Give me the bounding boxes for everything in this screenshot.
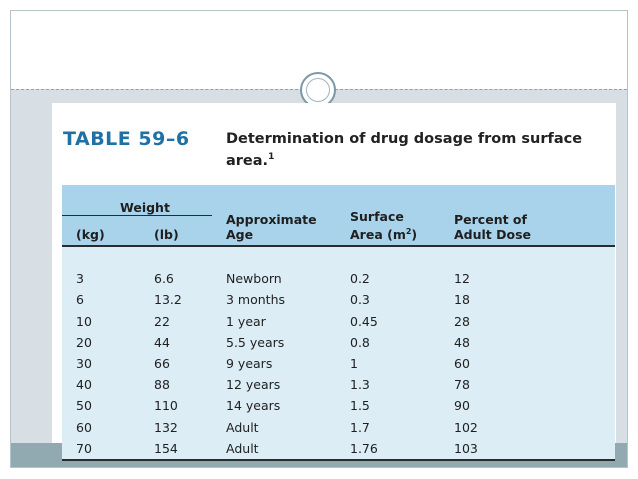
cell-area: 0.8 [336,331,440,353]
table-row: 50 110 14 years 1.5 90 [62,395,615,417]
cell-kg: 30 [62,352,140,375]
cell-age: Newborn [212,268,336,290]
cell-kg: 6 [62,289,140,311]
table-row: 30 66 9 years 1 60 [62,352,615,375]
cell-age: Adult [212,437,336,461]
table-row: 40 88 12 years 1.3 78 [62,374,615,396]
table-title: Determination of drug dosage from surfac… [226,130,606,170]
cell-area: 1.76 [336,437,440,461]
slide: TABLE 59–6 Determination of drug dosage … [10,10,628,468]
divider-circle-ornament [300,72,336,108]
cell-percent: 90 [440,395,615,417]
cell-lb: 13.2 [140,289,212,311]
table-row: 10 22 1 year 0.45 28 [62,310,615,332]
cell-percent: 78 [440,374,615,396]
table-number: TABLE 59–6 [63,128,190,150]
cell-area: 0.45 [336,310,440,332]
cell-kg: 3 [62,268,140,290]
cell-lb: 66 [140,352,212,375]
title-footnote-mark: 1 [268,152,275,162]
cell-kg: 60 [62,416,140,438]
cell-age: 1 year [212,310,336,332]
cell-area: 1.7 [336,416,440,438]
cell-age: 3 months [212,289,336,311]
cell-kg: 40 [62,374,140,396]
cell-age: 9 years [212,352,336,375]
cell-kg: 20 [62,331,140,353]
cell-percent: 102 [440,416,615,438]
cell-percent: 103 [440,437,615,461]
weight-group-header: Weight [62,185,212,216]
cell-percent: 12 [440,268,615,290]
dosage-table: Weight Approximate Age Surface Area (m2) P… [62,185,615,461]
cell-area: 0.2 [336,268,440,290]
cell-kg: 10 [62,310,140,332]
cell-lb: 22 [140,310,212,332]
cell-area: 0.3 [336,289,440,311]
cell-percent: 48 [440,331,615,353]
lb-header: (lb) [140,215,212,246]
table-title-text: Determination of drug dosage from surfac… [226,131,583,169]
cell-area: 1.5 [336,395,440,417]
cell-area: 1.3 [336,374,440,396]
cell-lb: 132 [140,416,212,438]
cell-lb: 154 [140,437,212,461]
table-row: 70 154 Adult 1.76 103 [62,437,615,461]
percent-dose-header: Percent of Adult Dose [440,185,615,246]
surface-area-header: Surface Area (m2) [336,185,440,246]
cell-percent: 18 [440,289,615,311]
cell-lb: 44 [140,331,212,353]
table-row: 3 6.6 Newborn 0.2 12 [62,268,615,290]
table-image: TABLE 59–6 Determination of drug dosage … [52,103,616,461]
cell-age: 12 years [212,374,336,396]
kg-header: (kg) [62,215,140,246]
cell-percent: 28 [440,310,615,332]
cell-age: 5.5 years [212,331,336,353]
table-row: 60 132 Adult 1.7 102 [62,416,615,438]
cell-age: 14 years [212,395,336,417]
cell-kg: 70 [62,437,140,461]
cell-kg: 50 [62,395,140,417]
cell-lb: 6.6 [140,268,212,290]
table-row: 20 44 5.5 years 0.8 48 [62,331,615,353]
cell-percent: 60 [440,352,615,375]
cell-age: Adult [212,416,336,438]
age-header: Approximate Age [212,185,336,246]
table-row: 6 13.2 3 months 0.3 18 [62,289,615,311]
cell-lb: 88 [140,374,212,396]
cell-lb: 110 [140,395,212,417]
cell-area: 1 [336,352,440,375]
